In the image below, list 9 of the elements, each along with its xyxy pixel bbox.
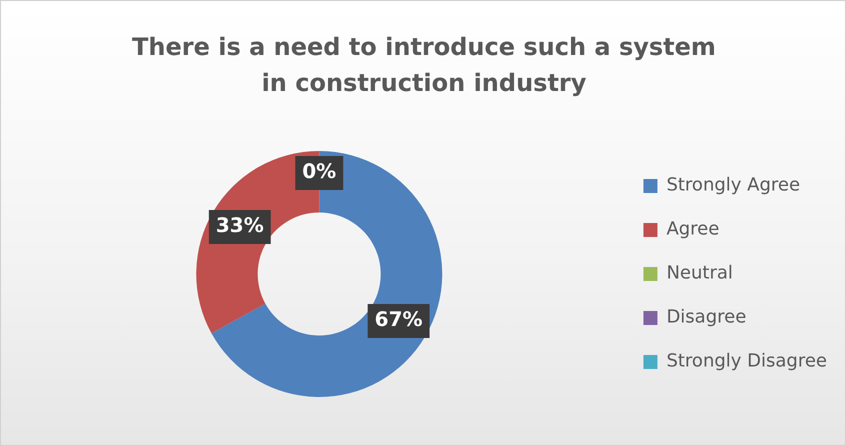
- legend-label: Strongly Disagree: [666, 350, 828, 372]
- legend-label: Agree: [666, 218, 720, 240]
- text: 0%: [302, 159, 336, 184]
- legend-label: Strongly Agree: [666, 174, 800, 196]
- data-label: 67%: [374, 307, 423, 332]
- chart-title: There is a need to introduce such a system in construction industry: [131, 32, 717, 99]
- data-label: 33%: [216, 213, 264, 238]
- legend-label: Disagree: [666, 306, 746, 328]
- legend-label: Neutral: [666, 262, 733, 284]
